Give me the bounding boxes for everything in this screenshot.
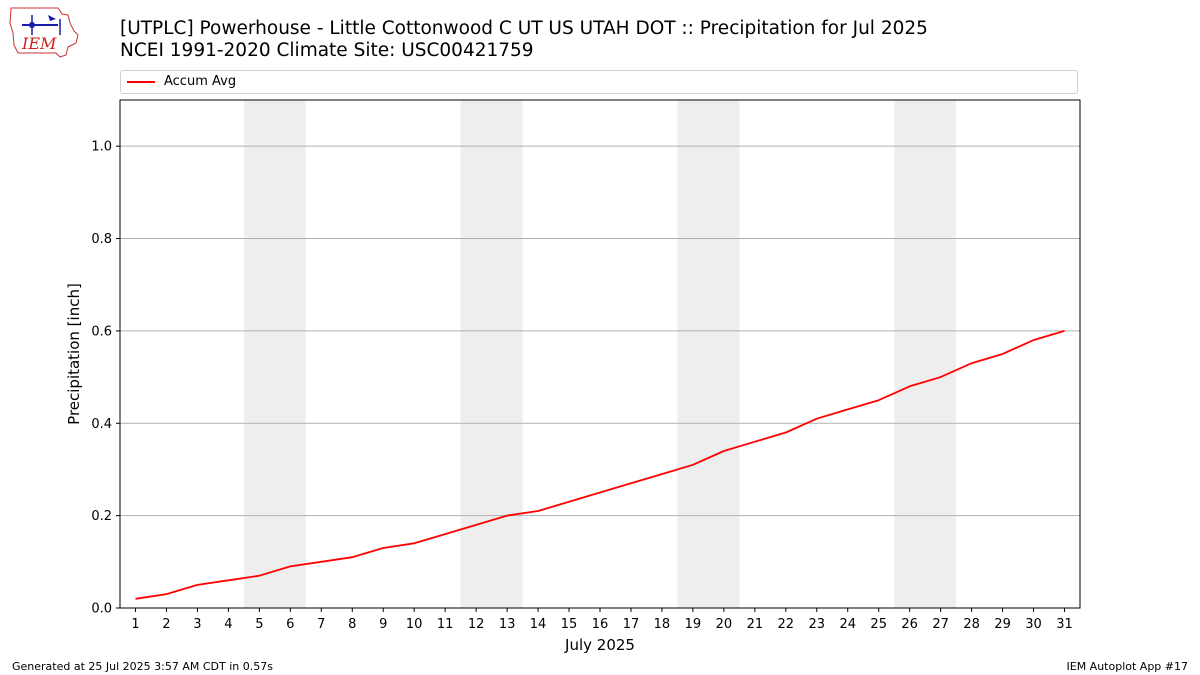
x-tick-label: 16 [592, 617, 609, 632]
x-tick-label: 21 [747, 617, 764, 632]
x-tick-label: 10 [406, 617, 423, 632]
x-tick-label: 23 [809, 617, 826, 632]
generated-timestamp: Generated at 25 Jul 2025 3:57 AM CDT in … [12, 660, 273, 673]
y-tick-label: 1.0 [91, 140, 112, 155]
x-tick-label: 1 [131, 617, 139, 632]
x-tick-label: 12 [468, 617, 485, 632]
y-axis-label: Precipitation [inch] [65, 283, 83, 425]
weekend-band [677, 100, 740, 608]
x-tick-label: 9 [379, 617, 387, 632]
x-tick-label: 19 [685, 617, 702, 632]
x-tick-label: 5 [255, 617, 263, 632]
x-tick-label: 25 [870, 617, 887, 632]
weekend-band [460, 100, 523, 608]
x-tick-label: 26 [901, 617, 918, 632]
y-tick-label: 0.2 [91, 509, 112, 524]
x-tick-label: 8 [348, 617, 356, 632]
iem-logo-icon: IEM [9, 7, 79, 58]
x-tick-label: 6 [286, 617, 294, 632]
y-tick-label: 0.0 [91, 602, 112, 617]
legend-entry-label: Accum Avg [164, 74, 237, 89]
chart-subtitle: NCEI 1991-2020 Climate Site: USC00421759 [120, 40, 534, 61]
x-tick-label: 13 [499, 617, 516, 632]
app-credit: IEM Autoplot App #17 [1066, 660, 1189, 673]
x-tick-label: 27 [932, 617, 949, 632]
legend-line-swatch [127, 81, 155, 83]
y-tick-label: 0.8 [91, 232, 112, 247]
x-tick-label: 4 [224, 617, 232, 632]
chart-title: [UTPLC] Powerhouse - Little Cottonwood C… [120, 18, 928, 39]
y-tick-label: 0.4 [91, 417, 112, 432]
weekend-band [894, 100, 957, 608]
x-tick-label: 20 [716, 617, 733, 632]
x-tick-label: 3 [193, 617, 201, 632]
x-tick-label: 14 [530, 617, 547, 632]
weekend-band [243, 100, 306, 608]
legend: Accum Avg [120, 70, 1078, 94]
x-axis-label: July 2025 [564, 636, 635, 654]
x-tick-label: 15 [561, 617, 578, 632]
series-line-accum-avg [135, 330, 1065, 600]
x-tick-label: 30 [1025, 617, 1042, 632]
x-tick-label: 24 [839, 617, 856, 632]
svg-text:IEM: IEM [21, 34, 57, 53]
x-tick-label: 28 [963, 617, 980, 632]
x-tick-label: 2 [162, 617, 170, 632]
x-tick-label: 22 [778, 617, 795, 632]
y-tick-label: 0.6 [91, 324, 112, 339]
x-tick-label: 29 [994, 617, 1011, 632]
x-tick-label: 11 [437, 617, 454, 632]
x-tick-label: 31 [1056, 617, 1073, 632]
x-tick-label: 7 [317, 617, 325, 632]
x-tick-label: 18 [654, 617, 671, 632]
x-tick-label: 17 [623, 617, 640, 632]
